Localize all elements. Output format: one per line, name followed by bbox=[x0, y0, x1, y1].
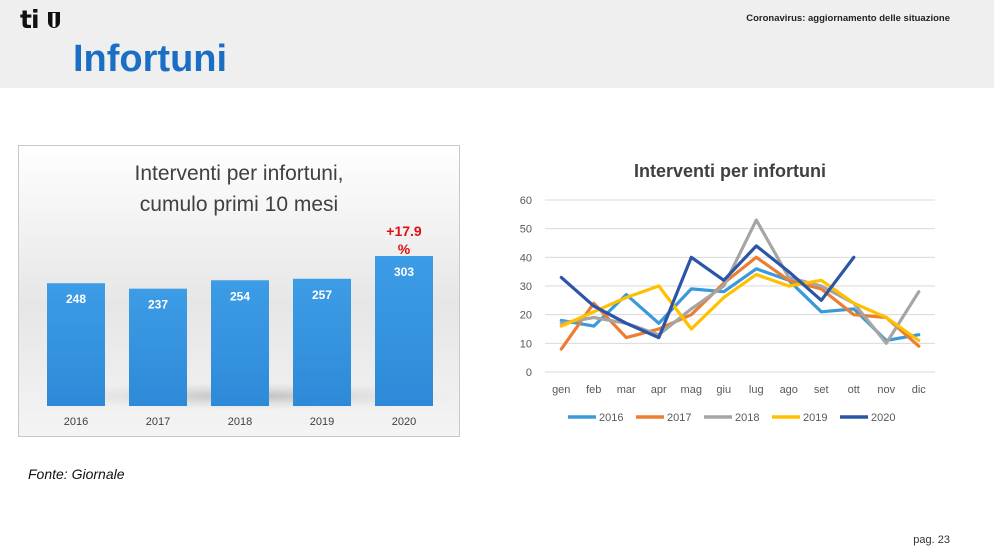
ticino-logo: ti bbox=[20, 5, 40, 34]
series-line-2016 bbox=[559, 267, 921, 343]
series-line-2017 bbox=[559, 255, 921, 351]
presentation-subtitle: Coronavirus: aggiornamento delle situazi… bbox=[746, 13, 950, 24]
y-tick-label: 10 bbox=[520, 338, 532, 350]
series-line-2018 bbox=[559, 218, 921, 345]
x-tick-label: 2017 bbox=[146, 416, 170, 428]
header: ti Coronavirus: aggiornamento delle situ… bbox=[0, 0, 994, 88]
x-tick-label: 2016 bbox=[64, 416, 88, 428]
x-tick-label: mag bbox=[681, 384, 702, 396]
line-chart: Interventi per infortuni 0 10 20 30 40 50 60 gen… bbox=[520, 161, 935, 424]
x-tick-label: gen bbox=[552, 384, 570, 396]
x-tick-label: apr bbox=[651, 384, 667, 396]
x-tick-label: nov bbox=[877, 384, 895, 396]
bar-value-label: 248 bbox=[66, 292, 86, 306]
bar-value-label: 237 bbox=[148, 298, 168, 312]
bar bbox=[47, 283, 105, 406]
bar bbox=[211, 280, 269, 406]
x-tick-label: mar bbox=[617, 384, 636, 396]
legend-label: 2019 bbox=[803, 412, 827, 424]
x-tick-label: feb bbox=[586, 384, 601, 396]
y-tick-label: 30 bbox=[520, 281, 532, 293]
x-tick-label: 2020 bbox=[392, 416, 416, 428]
x-tick-label: lug bbox=[749, 384, 764, 396]
shield-icon bbox=[48, 12, 60, 28]
source-note: Fonte: Giornale bbox=[28, 466, 125, 482]
bar bbox=[375, 256, 433, 406]
growth-annotation-unit: % bbox=[398, 241, 411, 257]
x-tick-label: dic bbox=[912, 384, 927, 396]
legend-label: 2018 bbox=[735, 412, 759, 424]
series-line-2019 bbox=[559, 272, 921, 343]
x-tick-label: ott bbox=[848, 384, 860, 396]
chart-title: Interventi per infortuni bbox=[634, 161, 826, 181]
y-tick-label: 40 bbox=[520, 252, 532, 264]
bar bbox=[129, 288, 187, 406]
y-tick-label: 50 bbox=[520, 224, 532, 236]
legend-label: 2016 bbox=[599, 412, 623, 424]
page-number: pag. 23 bbox=[913, 534, 950, 546]
x-tick-label: ago bbox=[780, 384, 798, 396]
x-tick-label: 2019 bbox=[310, 416, 334, 428]
bar-value-label: 254 bbox=[230, 289, 250, 303]
x-tick-label: 2018 bbox=[228, 416, 252, 428]
bar-chart-panel: Interventi per infortuni, cumulo primi 10… bbox=[18, 145, 460, 437]
x-tick-label: giu bbox=[716, 384, 731, 396]
y-tick-label: 60 bbox=[520, 195, 532, 207]
chart-title-line: cumulo primi 10 mesi bbox=[140, 193, 338, 216]
x-tick-label: set bbox=[814, 384, 829, 396]
growth-annotation: +17.9 bbox=[386, 223, 422, 239]
y-tick-label: 0 bbox=[526, 367, 532, 379]
bar-value-label: 303 bbox=[394, 265, 414, 279]
bar-value-label: 257 bbox=[312, 288, 332, 302]
bar bbox=[293, 278, 351, 406]
bar-chart: Interventi per infortuni, cumulo primi 10… bbox=[39, 162, 459, 428]
page-title: Infortuni bbox=[73, 38, 228, 80]
y-tick-label: 20 bbox=[520, 310, 532, 322]
legend-label: 2020 bbox=[871, 412, 895, 424]
series-line-2020 bbox=[559, 244, 856, 340]
legend-label: 2017 bbox=[667, 412, 691, 424]
chart-title-line: Interventi per infortuni, bbox=[135, 162, 344, 185]
